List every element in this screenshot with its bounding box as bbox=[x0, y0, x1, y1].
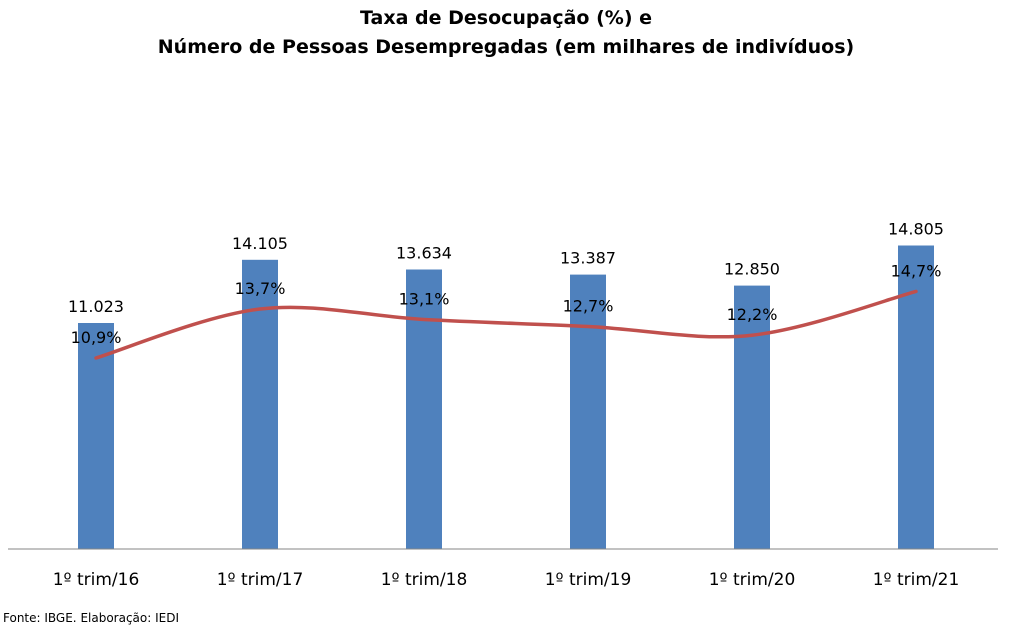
line-value-label: 12,7% bbox=[563, 297, 614, 316]
rate-line-series bbox=[94, 289, 918, 360]
x-tick-label: 1º trim/16 bbox=[53, 570, 140, 590]
bar bbox=[78, 323, 114, 549]
line-value-label: 13,7% bbox=[235, 279, 286, 298]
x-tick-label: 1º trim/21 bbox=[873, 570, 960, 590]
data-labels: 11.023 14.105 13.634 13.387 12.850 14.805 10,9… bbox=[68, 220, 944, 348]
bar-value-label: 14.805 bbox=[888, 220, 944, 239]
x-tick-label: 1º trim/18 bbox=[381, 570, 468, 590]
line-value-label: 12,2% bbox=[727, 305, 778, 324]
x-tick-label: 1º trim/17 bbox=[217, 570, 304, 590]
line-value-label: 10,9% bbox=[71, 328, 122, 347]
bar bbox=[406, 269, 442, 549]
bar-value-label: 11.023 bbox=[68, 297, 124, 316]
bar-value-label: 12.850 bbox=[724, 260, 780, 279]
x-tick-label: 1º trim/20 bbox=[709, 570, 796, 590]
source-note: Fonte: IBGE. Elaboração: IEDI bbox=[3, 611, 180, 625]
bar bbox=[570, 274, 606, 549]
bar-value-label: 13.387 bbox=[560, 249, 616, 268]
bar-series bbox=[78, 245, 934, 549]
line-value-label: 13,1% bbox=[399, 290, 450, 309]
bar bbox=[242, 259, 278, 549]
bar-value-label: 14.105 bbox=[232, 234, 288, 253]
bar-value-label: 13.634 bbox=[396, 244, 452, 263]
line-value-label: 14,7% bbox=[891, 261, 942, 280]
x-axis-tick-labels: 1º trim/16 1º trim/17 1º trim/18 1º trim/19… bbox=[53, 570, 960, 590]
bar bbox=[734, 285, 770, 549]
chart-title: Taxa de Desocupação (%) e bbox=[360, 7, 652, 29]
x-tick-label: 1º trim/19 bbox=[545, 570, 632, 590]
chart-subtitle: Número de Pessoas Desempregadas (em milh… bbox=[158, 36, 854, 58]
